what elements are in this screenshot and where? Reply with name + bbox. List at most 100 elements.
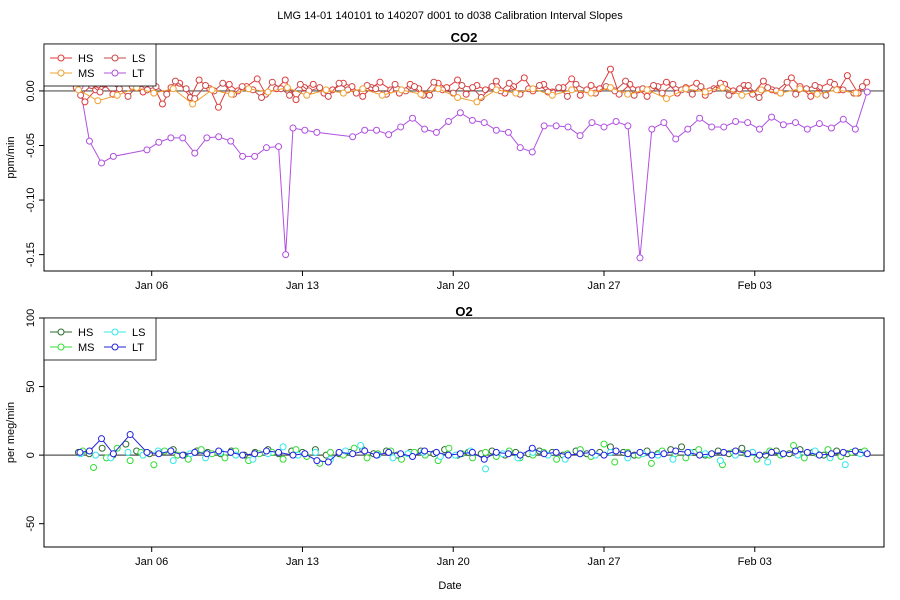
co2-lt-point [85,137,93,145]
co2-ms-point [227,90,235,98]
o2-lt-point [528,444,536,452]
co2-ms-point [454,93,462,101]
o2-lt-point [660,450,668,458]
o2-x-axis: Jan 06 Jan 13 Jan 20 Jan 27 Feb 03 [135,547,772,568]
co2-ls-point [697,83,705,91]
co2-ls-point [202,81,210,89]
o2-series [74,431,871,473]
co2-ls-point [725,91,733,99]
co2-ls-point [219,79,227,87]
o2-ls-point [764,458,772,466]
o2-lt-point [324,458,332,466]
co2-lt-point [660,119,668,127]
co2-ls-point [572,80,580,88]
o2-ls-point [124,448,132,456]
co2-legend-item-ls: LS [104,53,145,65]
co2-lt-point [540,122,548,130]
o2-ls-point [716,457,724,465]
o2-ms-point [221,454,229,462]
co2-lt-point [492,126,500,134]
co2-lt-point [564,123,572,131]
co2-ls-point [563,92,571,100]
co2-legend-swatch-marker [57,69,65,77]
o2-legend-label: LT [132,342,144,354]
co2-ms-point [245,85,253,93]
co2-ls-point [163,90,171,98]
o2-lt-point [167,447,175,455]
o2-lt-point [696,451,704,459]
o2-lt-point [456,450,464,458]
o2-lt-point [827,450,835,458]
o2-legend-item-lt: LT [104,342,144,354]
o2-ls-point [279,443,287,451]
co2-hs-point [426,91,434,99]
co2-lt-line [79,86,868,258]
o2-x-tick-label: Jan 06 [135,556,168,568]
co2-lt-point [803,125,811,133]
co2-hs-point [292,96,300,104]
o2-lt-point [624,450,632,458]
co2-lt-point [720,123,728,131]
co2-y-tick-label: 0.00 [25,80,37,101]
o2-lt-point [143,448,151,456]
o2-lt-point [301,450,309,458]
co2-hs-point [643,92,651,100]
o2-lt-point [468,448,476,456]
co2-lt-point [456,109,464,117]
o2-lt-point [612,447,620,455]
co2-legend-label: LS [132,53,145,65]
co2-hs-point [81,98,89,106]
co2-ls-point [96,88,104,96]
co2-ms-point [378,91,386,99]
co2-ls-point [792,90,800,98]
co2-ms-point [624,90,632,98]
co2-ms-point [150,89,158,97]
co2-hs-point [606,65,614,73]
co2-lt-point [301,126,309,134]
co2-lt-point [768,113,776,121]
co2-ls-point [669,80,677,88]
co2-ms-point [606,84,614,92]
co2-series [72,65,871,262]
co2-lt-point [624,122,632,130]
co2-hs-point [807,92,815,100]
o2-ms-point [126,457,134,465]
o2-lt-point [600,451,608,459]
co2-hs-point [787,74,795,82]
co2-ms-point [434,85,442,93]
co2-hs-point [454,76,462,84]
o2-legend-item-ls: LS [104,327,145,339]
co2-hs-point [576,91,584,99]
co2-ms-point [738,91,746,99]
co2-ls-point [410,83,418,91]
co2-legend-item-hs: HS [50,53,93,65]
co2-lt-point [191,149,199,157]
co2-hs-point [158,100,166,108]
o2-lt-point [421,447,429,455]
co2-ms-point [169,85,177,93]
co2-ms-point [492,86,500,94]
co2-ls-point [858,83,866,91]
o2-ls-point [669,455,677,463]
co2-ls-point [316,84,324,92]
o2-legend-label: HS [78,327,93,339]
co2-ms-point [322,86,330,94]
o2-lt-point [432,448,440,456]
co2-ls-point [258,93,266,101]
o2-lt-point [720,448,728,456]
o2-x-tick-label: Jan 20 [437,556,470,568]
o2-panel: O2 per meg/min Jan 06 Jan 13 Jan 20 Jan 27 F… [5,304,885,568]
o2-ms-point [326,448,334,456]
o2-lt-point [385,448,393,456]
o2-ls-point [357,442,365,450]
o2-ms-point [90,463,98,471]
co2-hs-point [843,72,851,80]
o2-y-tick-label: 100 [25,309,37,327]
co2-ms-point [74,86,82,94]
o2-lt-point [756,451,764,459]
co2-ls-point [335,79,343,87]
co2-ms-point [587,89,595,97]
o2-x-tick-label: Jan 13 [286,556,319,568]
o2-lt-point [839,448,847,456]
